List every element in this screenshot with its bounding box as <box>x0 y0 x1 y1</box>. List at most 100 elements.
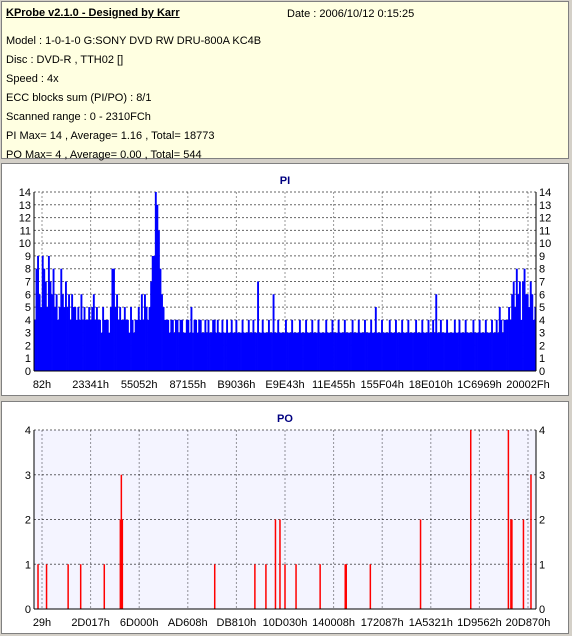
pi-bar <box>168 332 171 371</box>
po-ytick-right: 2 <box>539 515 545 527</box>
pi-xtick-label: 20002Fh <box>506 379 549 391</box>
pi-xtick-label: 11E455h <box>312 379 355 391</box>
po-summary-line: PO Max= 4 , Average= 0.00 , Total= 544 <box>6 149 202 161</box>
po-spike <box>67 564 69 609</box>
pi-bar <box>520 319 523 371</box>
pi-bar <box>418 332 421 371</box>
pi-bar <box>202 332 205 371</box>
pi-bar <box>233 332 236 371</box>
pi-bar <box>460 332 462 371</box>
pi-xtick-label: 55052h <box>121 379 158 391</box>
pi-bar <box>41 255 44 371</box>
pi-bar <box>379 332 382 371</box>
pi-bar <box>503 319 506 371</box>
pi-bar <box>170 319 173 371</box>
pi-bar <box>136 319 139 371</box>
pi-bar <box>515 268 518 371</box>
pi-bar <box>453 319 456 371</box>
po-xtick-label: DB810h <box>217 617 257 629</box>
pi-bar <box>212 319 215 371</box>
pi-ytick-right: 4 <box>539 315 545 327</box>
pi-bar <box>370 319 373 371</box>
pi-bar <box>331 319 334 371</box>
pi-bar <box>385 332 388 371</box>
pi-bar <box>60 268 63 371</box>
pi-bar <box>292 332 295 371</box>
pi-bar <box>435 294 438 371</box>
po-spike <box>79 564 82 609</box>
pi-bar <box>264 332 267 371</box>
pi-bar <box>182 332 185 371</box>
po-ytick-right: 3 <box>539 470 545 482</box>
pi-bar <box>190 307 193 371</box>
pi-bar <box>508 307 511 371</box>
pi-bar <box>281 332 284 371</box>
pi-bar <box>271 332 273 371</box>
pi-bar <box>89 319 92 371</box>
pi-bar <box>393 332 396 371</box>
pi-bar <box>102 307 105 371</box>
pi-bar <box>108 332 111 371</box>
pi-bar <box>408 332 411 371</box>
pi-ytick-right: 0 <box>539 366 545 378</box>
pi-bar <box>199 319 202 371</box>
pi-bar <box>198 319 201 371</box>
pi-bar <box>367 332 370 371</box>
pi-bar <box>216 319 219 371</box>
pi-ytick-right: 9 <box>539 251 545 263</box>
po-ytick-left: 0 <box>25 604 31 616</box>
pi-bar <box>388 319 391 371</box>
pi-bar <box>74 307 77 371</box>
pi-bar <box>412 332 414 371</box>
po-xtick-label: 172087h <box>361 617 404 629</box>
pi-bar <box>246 332 249 371</box>
pi-bar <box>354 332 357 371</box>
pi-ytick-right: 3 <box>539 328 545 340</box>
po-spike <box>469 430 472 609</box>
pi-bar <box>398 332 401 371</box>
pi-bar <box>201 332 204 371</box>
pi-bar <box>456 332 459 371</box>
pi-bar <box>438 332 441 371</box>
pi-bar <box>210 332 213 371</box>
pi-bar <box>204 319 207 371</box>
pi-bar <box>410 332 413 371</box>
po-spike <box>295 564 297 609</box>
pi-bar <box>171 319 174 371</box>
pi-bar <box>305 319 308 371</box>
pi-bar <box>68 294 70 371</box>
pi-bar <box>193 319 196 371</box>
pi-bar <box>365 332 368 371</box>
pi-bar <box>320 332 323 371</box>
pi-bar <box>78 319 81 371</box>
pi-bar <box>116 294 119 371</box>
pi-bar <box>463 332 466 371</box>
pi-bar <box>416 332 419 371</box>
pi-summary-line: PI Max= 14 , Average= 1.16 , Total= 1877… <box>6 130 215 142</box>
pi-xtick-label: B9036h <box>217 379 255 391</box>
pi-bar <box>374 307 377 371</box>
pi-bar <box>477 332 480 371</box>
pi-bar <box>260 332 263 371</box>
po-xtick-label: 10D030h <box>263 617 308 629</box>
pi-xtick-label: 1C6969h <box>457 379 502 391</box>
pi-bar <box>266 332 269 371</box>
pi-bar <box>429 332 431 371</box>
pi-bar <box>254 332 256 371</box>
pi-ytick-left: 9 <box>25 251 31 263</box>
pi-bar <box>469 332 472 371</box>
pi-bar <box>55 294 58 371</box>
pi-bar <box>452 332 455 371</box>
po-spike <box>265 564 267 609</box>
pi-bar <box>326 332 329 371</box>
pi-bar <box>430 332 433 371</box>
pi-bar <box>173 332 176 371</box>
pi-bar <box>522 281 524 371</box>
pi-bar <box>534 307 537 371</box>
pi-bar <box>221 319 224 371</box>
pi-bar <box>511 294 514 371</box>
pi-bar <box>325 319 328 371</box>
pi-bar <box>498 307 501 371</box>
pi-bar <box>328 332 331 371</box>
pi-bar <box>501 332 504 371</box>
